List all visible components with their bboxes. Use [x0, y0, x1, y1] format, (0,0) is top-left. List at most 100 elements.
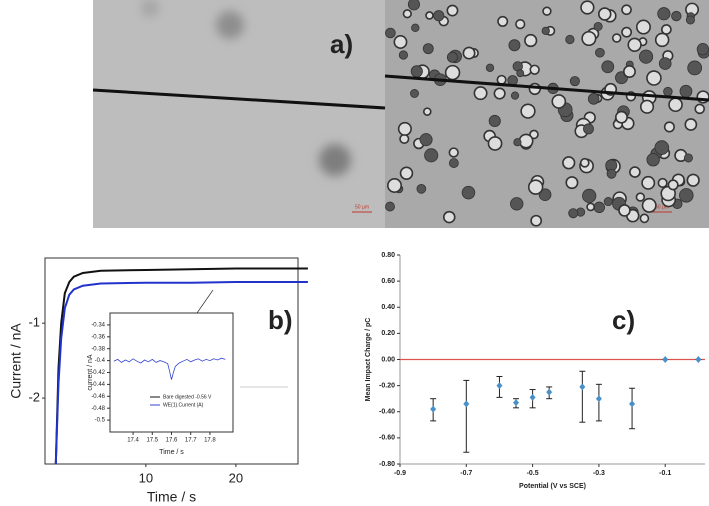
particle: [444, 64, 461, 81]
plot-area: [109, 312, 234, 433]
y-axis-label: current / nA: [87, 354, 94, 391]
particle: [601, 60, 615, 74]
y-tick-label: 0.40: [381, 304, 395, 311]
particle: [385, 201, 395, 212]
particle: [399, 133, 410, 145]
x-axis-label: Time / s: [159, 449, 184, 456]
particle: [541, 26, 550, 35]
point: [579, 383, 586, 391]
chart: -1 -2 10 20 Time / s Current / nA b): [8, 257, 308, 505]
particle: [485, 63, 495, 72]
particle: [399, 166, 414, 181]
chart: -0.34 -0.36 -0.38 -0.4 -0.42 -0.44 -0.46 -0.48 -…: [87, 312, 234, 456]
x-tick-label: 17.5: [146, 438, 158, 444]
y-tick-label: -2: [28, 390, 40, 405]
particle: [586, 202, 596, 212]
particle: [694, 103, 705, 115]
point: [529, 393, 536, 401]
particle: [684, 118, 698, 131]
particle: [654, 140, 670, 155]
particle: [398, 50, 408, 60]
particle: [473, 86, 488, 101]
particle: [641, 175, 656, 190]
particle: [686, 173, 700, 187]
y-tick-label: 0.00: [381, 356, 395, 363]
particle: [448, 158, 459, 168]
y-tick-label: -0.20: [379, 382, 395, 389]
y-axis-label: Mean Impact Charge / pC: [365, 318, 372, 402]
y-tick-label: -1: [28, 315, 40, 330]
y-tick-label: -0.80: [379, 461, 395, 468]
particle: [508, 39, 521, 52]
scale-bar-label: 50 µm: [355, 204, 369, 210]
y-tick-label: -0.60: [379, 435, 395, 442]
particle: [422, 43, 434, 55]
particle: [679, 188, 694, 203]
x-tick-label: 10: [139, 470, 153, 485]
y-tick-label: -0.4: [95, 358, 106, 364]
point: [513, 399, 520, 407]
particle: [611, 33, 622, 43]
particle: [587, 93, 600, 105]
plot-area: [44, 257, 299, 465]
panel-label: a): [330, 29, 353, 59]
line: [54, 267, 308, 465]
particle: [518, 133, 534, 149]
particle: [419, 133, 433, 147]
particle: [529, 129, 539, 140]
legend-label: Bare digested -0.56 V: [163, 394, 212, 400]
particle: [615, 110, 628, 124]
point: [595, 395, 602, 403]
particle: [621, 4, 632, 16]
particle: [446, 4, 459, 17]
x-axis-label: Potential (V vs SCE): [519, 483, 586, 490]
particle: [593, 21, 603, 31]
particle: [657, 177, 668, 188]
particle: [579, 157, 590, 168]
particle: [497, 15, 509, 27]
particle: [568, 208, 579, 219]
scale-bar-label: 50 µm: [655, 204, 669, 210]
line: [113, 357, 226, 380]
particle: [671, 10, 682, 22]
y-tick-label: -0.48: [91, 406, 105, 412]
x-tick-label: -0.9: [394, 470, 406, 477]
particle: [562, 156, 576, 170]
y-tick-label: -0.5: [95, 418, 106, 424]
point: [463, 400, 470, 408]
x-tick-label: 17.8: [204, 438, 216, 444]
particle: [638, 49, 654, 64]
y-tick-label: -0.38: [91, 346, 105, 352]
particle: [411, 23, 420, 33]
particle: [446, 51, 458, 63]
point: [496, 382, 503, 390]
particle: [635, 19, 651, 35]
panel-label: c): [612, 305, 635, 335]
particle: [663, 86, 673, 97]
particle: [618, 204, 631, 217]
particle: [581, 30, 597, 47]
x-tick-label: 17.4: [127, 438, 139, 444]
particle: [385, 27, 396, 39]
particle: [424, 148, 439, 163]
particle: [488, 114, 501, 128]
particle: [407, 0, 421, 11]
particle: [461, 185, 476, 200]
particle: [657, 7, 671, 21]
particle: [646, 153, 660, 167]
blurred-particle: [216, 11, 244, 39]
micrograph-left: [93, 0, 385, 228]
particle: [425, 11, 434, 20]
particle: [646, 70, 662, 86]
particle: [641, 197, 657, 213]
particle: [487, 136, 503, 151]
particle: [597, 7, 612, 21]
particle: [510, 91, 520, 100]
particle: [416, 183, 427, 194]
particle: [513, 138, 522, 147]
particle: [696, 43, 709, 56]
y-tick-label: 0.80: [381, 252, 395, 259]
blurred-particle: [141, 0, 159, 17]
y-tick-label: -0.44: [91, 382, 105, 388]
